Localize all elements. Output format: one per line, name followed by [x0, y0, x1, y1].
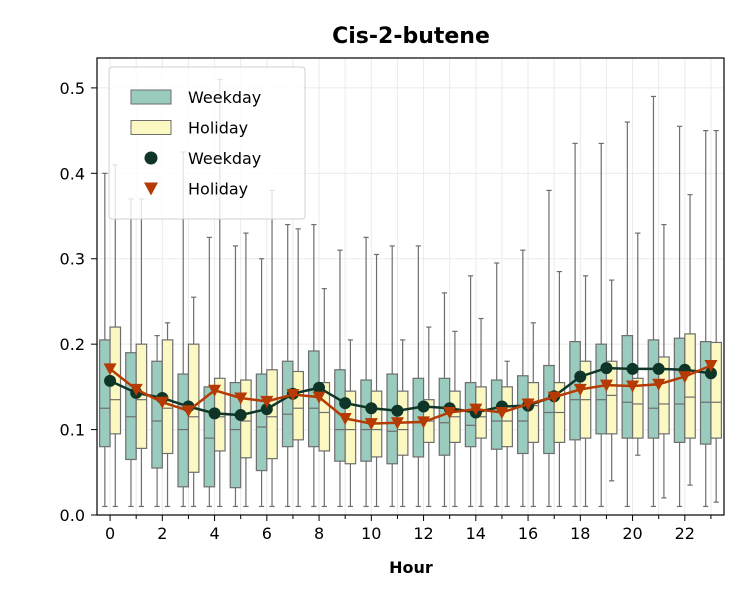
weekday-mean-point — [104, 374, 117, 387]
y-tick-label: 0.3 — [60, 250, 85, 269]
holiday-box — [631, 377, 644, 439]
weekday-mean-point — [260, 403, 273, 416]
holiday-box — [527, 381, 540, 443]
holiday-mean-point — [234, 392, 248, 405]
x-tick-label: 2 — [157, 524, 167, 543]
legend-marker-holiday-triangle — [144, 182, 158, 196]
holiday-mean-line — [109, 364, 712, 425]
weekday-box — [177, 373, 190, 488]
holiday-mean-point — [181, 405, 195, 418]
mean-lines — [103, 360, 718, 431]
plot-frame — [96, 57, 725, 516]
x-tick-label: 0 — [105, 524, 115, 543]
legend-marker-weekday-circle — [144, 151, 158, 165]
holiday-mean-point — [417, 416, 431, 429]
weekday-mean-point — [626, 362, 639, 375]
holiday-mean-point — [573, 383, 587, 396]
weekday-box — [203, 386, 216, 488]
holiday-mean-point — [626, 380, 640, 393]
weekday-box — [99, 339, 111, 448]
weekday-box — [595, 343, 608, 435]
legend-frame — [108, 66, 306, 220]
legend-label-holiday: Holiday — [188, 119, 248, 138]
x-tick-label: 20 — [622, 524, 642, 543]
x-tick-label: 18 — [570, 524, 590, 543]
weekday-box — [255, 373, 268, 472]
holiday-mean-point — [678, 371, 692, 384]
x-tick-label: 16 — [518, 524, 538, 543]
holiday-mean-point — [312, 391, 326, 404]
holiday-mean-point — [469, 403, 483, 416]
x-tick-label: 14 — [466, 524, 486, 543]
weekday-box — [125, 352, 137, 461]
x-tick-label: 10 — [361, 524, 381, 543]
legend-label-weekday: Weekday — [188, 88, 261, 107]
x-tick-label: 8 — [314, 524, 324, 543]
weekday-mean-point — [704, 367, 717, 380]
holiday-box — [710, 341, 722, 439]
holiday-box — [344, 390, 357, 465]
weekday-box — [151, 360, 163, 469]
legend-swatch-weekday-box — [130, 89, 172, 105]
holiday-box — [605, 360, 618, 435]
y-tick-label: 0.4 — [60, 164, 85, 183]
holiday-mean-point — [547, 391, 561, 404]
weekday-mean-point — [391, 404, 404, 417]
weekday-mean-point — [208, 407, 221, 420]
holiday-box — [684, 333, 696, 439]
x-axis-label: Hour — [389, 558, 433, 577]
weekday-box — [281, 360, 294, 448]
y-tick-label: 0.5 — [60, 79, 85, 98]
chart-title: Cis-2-butene — [332, 24, 490, 49]
holiday-mean-point — [443, 406, 457, 419]
weekday-box — [673, 337, 686, 443]
weekday-box — [543, 364, 555, 455]
holiday-mean-point — [521, 398, 535, 411]
legend-label-holiday: Holiday — [188, 180, 248, 199]
x-tick-label: 22 — [675, 524, 695, 543]
weekday-box — [699, 340, 712, 445]
holiday-mean-point — [599, 379, 613, 392]
y-tick-label: 0.1 — [60, 421, 85, 440]
weekday-mean-point — [417, 400, 430, 413]
holiday-mean-point — [390, 417, 404, 430]
weekday-mean-point — [313, 381, 326, 394]
weekday-mean-point — [365, 402, 378, 415]
legend: Weekday Holiday Weekday Holiday — [108, 66, 306, 220]
holiday-box — [658, 356, 670, 435]
weekday-box — [647, 339, 660, 439]
weekday-box — [517, 375, 529, 455]
y-tick-label: 0.2 — [60, 335, 85, 354]
weekday-mean-point — [652, 362, 665, 375]
holiday-mean-point — [208, 384, 222, 397]
axes: 0 2 4 6 8 10 12 14 16 18 20 22 0.0 0.1 0.2 0.3 0.4 0.5 — [60, 57, 725, 543]
weekday-mean-point — [574, 370, 587, 383]
holiday-mean-point — [652, 378, 666, 391]
holiday-box — [501, 386, 513, 448]
holiday-mean-point — [129, 383, 143, 396]
holiday-mean-point — [338, 412, 352, 425]
x-tick-label: 6 — [262, 524, 272, 543]
holiday-mean-point — [260, 395, 274, 408]
y-tick-label: 0.0 — [60, 506, 85, 525]
x-tick-label: 4 — [209, 524, 219, 543]
weekday-mean-point — [600, 362, 613, 375]
weekday-mean-point — [234, 409, 247, 422]
holiday-box — [318, 381, 331, 452]
legend-swatch-holiday-box — [130, 120, 172, 135]
holiday-mean-point — [704, 360, 718, 373]
weekday-mean-point — [339, 397, 352, 410]
holiday-mean-point — [155, 396, 169, 409]
legend-label-weekday: Weekday — [188, 149, 261, 168]
holiday-mean-point — [103, 363, 117, 376]
x-tick-label: 12 — [413, 524, 433, 543]
holiday-box — [292, 370, 304, 441]
holiday-mean-point — [364, 418, 378, 431]
holiday-mean-point — [495, 406, 509, 419]
holiday-mean-point — [286, 389, 300, 402]
